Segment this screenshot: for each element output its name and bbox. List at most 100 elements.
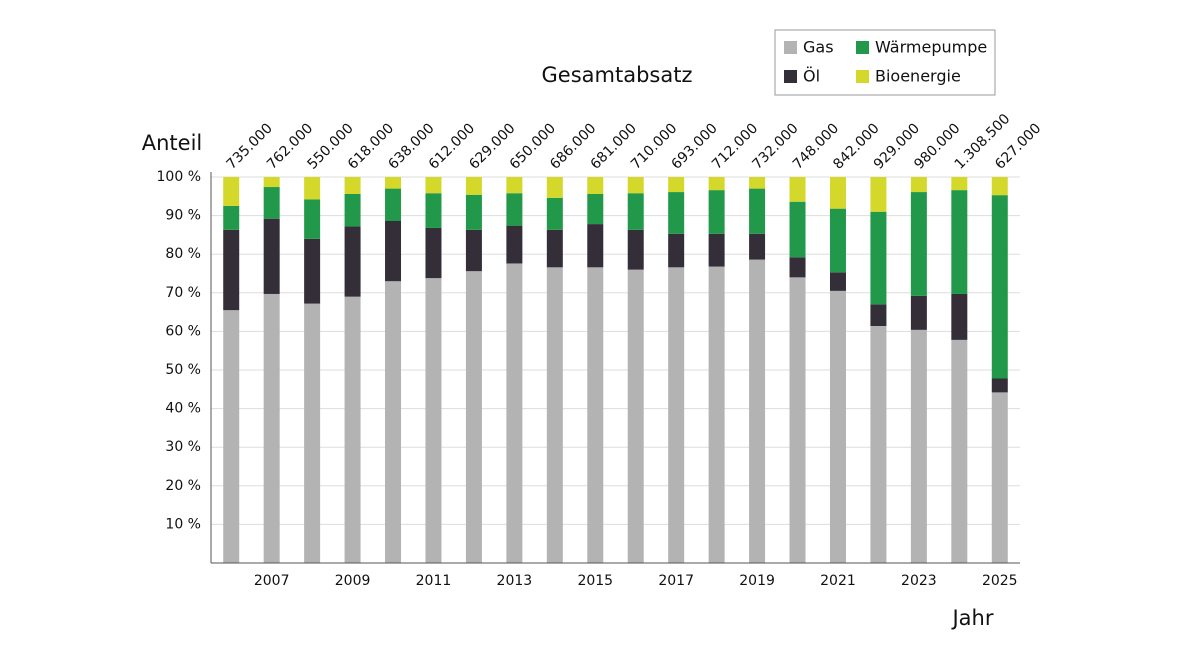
bar-segment [344,296,361,563]
bar-segment [951,190,968,294]
bar-segment [951,177,968,191]
bar-segment [304,177,321,200]
y-tick-label: 10 % [165,516,201,532]
bar-segment [991,392,1008,563]
bar-segment [223,205,240,230]
bar-segment [546,177,563,198]
y-tick-label: 50 % [165,362,201,378]
bar-segment [829,290,846,563]
y-tick-label: 40 % [165,401,201,417]
bar-segment [587,193,604,225]
bar-segment [789,257,806,278]
x-tick-label: 2011 [416,573,452,589]
bar-segment [344,193,361,227]
y-axis-label: Anteil [142,131,203,155]
bar-segment [789,177,806,202]
bar-segment [506,225,523,264]
x-tick-label: 2023 [901,573,937,589]
bar-segment [668,267,685,563]
bar-segment [223,310,240,563]
bar-segment [587,267,604,563]
bar-segment [789,201,806,258]
bar-segment [668,233,685,268]
y-tick-label: 100 % [157,169,201,185]
bar-segment [910,329,927,563]
bar-segment [385,188,402,222]
bar-segment [465,229,482,272]
bar-segment [749,188,766,234]
bar-segment [910,177,927,193]
bar-segment [425,278,442,563]
bar-segment [910,192,927,296]
x-tick-label: 2007 [254,573,290,589]
bar-segment [870,304,887,326]
bar-segment [344,177,361,194]
y-tick-label: 20 % [165,478,201,494]
bar-segment [708,177,725,191]
bar-segment [263,177,280,188]
bar-segment [304,303,321,563]
bar-segment [991,195,1008,379]
bar-segment [385,177,402,189]
bar-segment [870,211,887,305]
bar-segment [465,194,482,230]
bar-segment [789,277,806,563]
legend-label: Wärmepumpe [875,38,987,57]
bar-segment [668,177,685,193]
bar-segment [304,238,321,304]
bar-segment [627,269,644,563]
bar-segment [749,177,766,189]
bar-segment [749,259,766,563]
bar-segment [829,177,846,209]
bar-segment [708,266,725,563]
bar-segment [991,378,1008,393]
legend-swatch [856,41,869,54]
bar-segment [385,221,402,282]
bar-segment [425,227,442,279]
bar-segment [425,177,442,194]
x-tick-label: 2015 [577,573,613,589]
x-axis-label: Jahr [950,606,993,630]
y-tick-label: 70 % [165,285,201,301]
bar-segment [385,281,402,563]
bar-segment [627,193,644,230]
bar-segment [749,233,766,260]
bar-segment [627,177,644,194]
legend-label: Öl [803,67,820,86]
x-tick-label: 2025 [982,573,1018,589]
bar-segment [344,226,361,297]
legend-box [774,29,996,96]
bar-segment [506,193,523,226]
bar-segment [668,192,685,234]
bar-segment [546,267,563,563]
legend-label: Bioenergie [875,67,961,86]
bar-segment [223,229,240,311]
bar-segment [425,193,442,228]
x-tick-label: 2019 [739,573,775,589]
x-tick-label: 2021 [820,573,856,589]
bar-segment [263,187,280,219]
y-tick-label: 80 % [165,246,201,262]
legend-swatch [784,41,797,54]
x-tick-label: 2009 [335,573,371,589]
bar-segment [951,293,968,340]
bar-segment [951,339,968,563]
bar-segment [546,197,563,230]
bar-segment [546,229,563,268]
bar-segment [304,199,321,239]
bar-segment [870,177,887,212]
y-tick-label: 30 % [165,439,201,455]
bar-segment [587,224,604,268]
bar-segment [587,177,604,194]
bar-segment [627,229,644,270]
y-tick-label: 60 % [165,323,201,339]
bar-segment [223,177,240,206]
bar-segment [708,233,725,267]
x-tick-label: 2013 [497,573,533,589]
bar-segment [263,218,280,294]
x-tick-label: 2017 [658,573,694,589]
bar-segment [708,190,725,234]
bar-segment [506,263,523,563]
y-tick-label: 90 % [165,208,201,224]
